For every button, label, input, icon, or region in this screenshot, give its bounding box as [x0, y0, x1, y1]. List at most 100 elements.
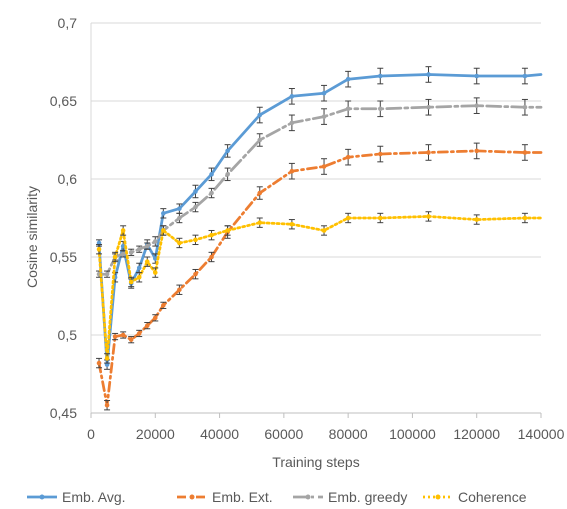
x-tick-label: 100000 [389, 426, 436, 442]
x-tick-label: 140000 [518, 426, 565, 442]
x-tick-label: 80000 [329, 426, 368, 442]
data-point [144, 259, 150, 264]
data-point [474, 217, 480, 222]
data-point [522, 215, 528, 221]
data-point [120, 332, 126, 338]
data-point [522, 73, 528, 79]
data-point [177, 240, 182, 246]
data-point [193, 237, 198, 243]
y-tick-label: 0,65 [50, 93, 77, 109]
data-point [104, 271, 110, 277]
data-point [426, 72, 431, 77]
data-point [257, 112, 263, 118]
data-point [377, 151, 383, 157]
series-emb-ext [96, 142, 543, 411]
data-point [128, 337, 134, 342]
series-emb-greedy [96, 97, 543, 278]
data-point [120, 243, 126, 249]
legend-item: Emb. Avg. [27, 489, 126, 505]
x-tick-label: 60000 [264, 426, 303, 442]
legend-marker [189, 494, 195, 500]
legend-item: Coherence [423, 489, 527, 505]
data-point [321, 90, 327, 96]
gridlines [91, 22, 541, 414]
data-point [289, 168, 295, 174]
data-point [104, 402, 110, 408]
series-line [97, 215, 543, 360]
legend-marker [435, 494, 441, 500]
x-tick-label: 20000 [136, 426, 175, 442]
data-point [522, 104, 528, 110]
data-point [177, 206, 182, 211]
data-point [161, 211, 166, 216]
axes [90, 23, 541, 414]
x-axis-title: Training steps [272, 454, 359, 470]
data-point [289, 120, 295, 126]
data-point [345, 154, 351, 160]
data-point [144, 243, 150, 249]
data-point [209, 254, 214, 260]
data-point [257, 220, 263, 225]
data-point [209, 172, 214, 177]
y-axis-ticks: 0,45 0,5 0,55 0,6 0,65 0,7 [50, 15, 77, 421]
data-point [193, 271, 198, 277]
data-point [321, 114, 327, 119]
y-tick-label: 0,45 [50, 405, 77, 421]
legend-marker [305, 494, 311, 500]
data-point [321, 228, 327, 233]
series-coherence [96, 211, 543, 364]
data-point [474, 73, 480, 79]
legend-label: Coherence [458, 489, 527, 505]
data-point [209, 232, 214, 238]
data-point [152, 256, 158, 261]
legend-item: Emb. greedy [293, 489, 407, 505]
data-point [225, 228, 230, 233]
y-axis-title: Cosine similarity [24, 186, 40, 288]
data-point [193, 189, 198, 194]
y-tick-label: 0,7 [58, 15, 78, 31]
series-emb-avg [96, 66, 543, 370]
series-line [97, 73, 543, 366]
series-line [97, 104, 543, 276]
series-group [96, 66, 543, 411]
data-point [377, 73, 383, 79]
data-point [177, 215, 182, 221]
data-point [345, 76, 351, 82]
data-point [96, 246, 102, 252]
data-point [96, 360, 102, 366]
data-point [177, 287, 182, 293]
data-point [321, 164, 327, 169]
x-tick-label: 40000 [200, 426, 239, 442]
data-point [209, 190, 214, 196]
data-point [104, 356, 110, 361]
data-point [120, 228, 126, 233]
data-point [152, 315, 158, 321]
data-point [522, 150, 528, 155]
data-point [136, 246, 142, 252]
data-point [225, 172, 230, 177]
data-point [144, 323, 150, 328]
data-point [345, 215, 351, 221]
data-point [426, 214, 431, 219]
data-point [377, 106, 383, 112]
data-point [474, 103, 480, 108]
legend-label: Emb. Ext. [212, 489, 273, 505]
legend-item: Emb. Ext. [177, 489, 273, 505]
data-point [345, 106, 351, 112]
data-point [474, 148, 480, 154]
data-point [112, 254, 118, 260]
data-point [426, 150, 431, 155]
data-point [289, 221, 295, 227]
data-point [289, 94, 295, 99]
data-point [161, 228, 166, 233]
y-tick-label: 0,6 [58, 171, 78, 187]
data-point [152, 239, 158, 244]
x-axis-ticks: 0 20000 40000 60000 80000 100000 120000 140000 [87, 413, 565, 442]
data-point [136, 331, 142, 336]
data-point [225, 148, 230, 154]
legend-label: Emb. greedy [328, 489, 407, 505]
y-tick-label: 0,55 [50, 249, 77, 265]
data-point [152, 270, 158, 275]
data-point [193, 204, 198, 210]
